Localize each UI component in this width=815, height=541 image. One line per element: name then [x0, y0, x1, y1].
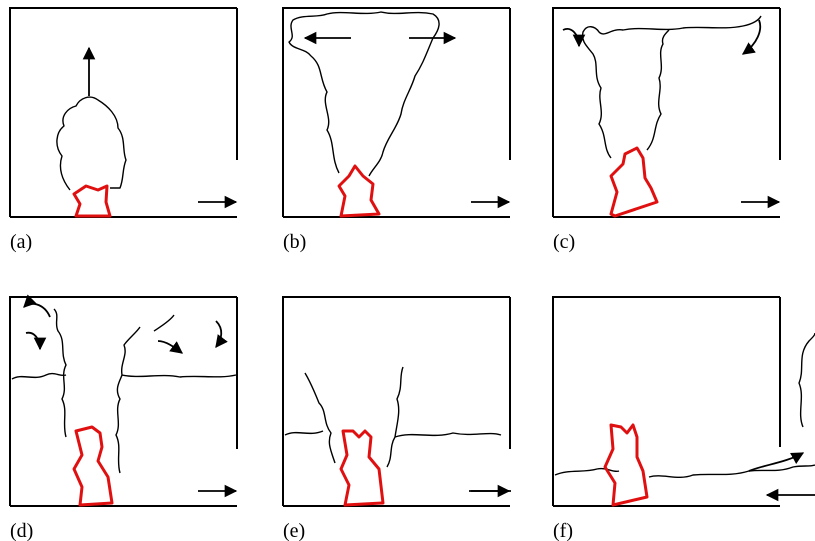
fire [605, 425, 647, 505]
panel-label: (e) [283, 520, 305, 541]
panel-e: (e) [283, 297, 511, 541]
fire [74, 427, 112, 505]
plume [12, 309, 236, 473]
panel-b: (b) [283, 8, 510, 253]
panel-label: (d) [10, 520, 33, 541]
outflow-arrow [749, 453, 803, 471]
plume [285, 367, 501, 467]
diagram: (a) (b) (c) (d) (e) [0, 0, 815, 541]
enclosure [283, 8, 510, 217]
eddy-arrow [563, 29, 579, 46]
plume [555, 333, 815, 477]
panel-d: (d) [10, 297, 237, 541]
fire [339, 166, 379, 216]
plume [57, 97, 126, 190]
panel-a: (a) [10, 8, 237, 253]
enclosure [553, 8, 780, 217]
enclosure [553, 297, 780, 506]
panel-f: (f) [553, 297, 815, 541]
fire [341, 431, 383, 505]
enclosure [283, 297, 510, 506]
plume [289, 12, 439, 176]
panel-label: (c) [553, 231, 575, 253]
eddy-arrow [216, 321, 221, 347]
plume [583, 16, 761, 158]
panel-c: (c) [553, 8, 780, 253]
eddy-arrow [158, 341, 182, 353]
enclosure [10, 8, 237, 217]
eddy-arrow [24, 304, 50, 317]
fire [74, 186, 110, 216]
panel-label: (a) [10, 231, 32, 253]
fire [611, 148, 657, 216]
panel-label: (f) [553, 520, 573, 541]
eddy-arrow [26, 333, 40, 349]
enclosure [10, 297, 237, 506]
panel-label: (b) [283, 231, 306, 253]
